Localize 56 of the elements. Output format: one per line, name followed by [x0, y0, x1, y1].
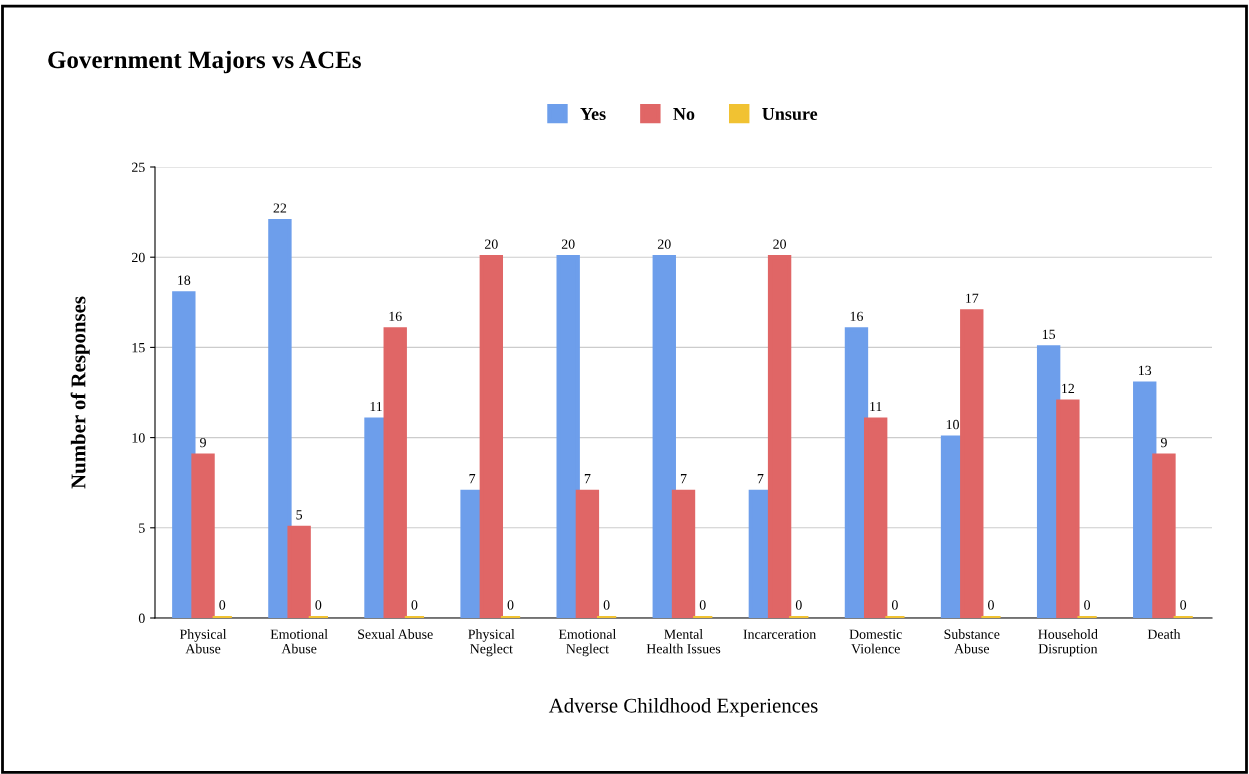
data-label: 12: [1062, 383, 1075, 394]
data-label: 20: [657, 239, 671, 249]
x-tick-label: Substance Abuse: [944, 629, 1000, 654]
data-label: 20: [484, 239, 498, 249]
data-label: 7: [584, 474, 591, 484]
data-label: 5: [296, 510, 303, 520]
x-tick-label: Physical Neglect: [468, 629, 515, 657]
data-label: 11: [370, 401, 382, 412]
y-tick-label: 25: [132, 162, 145, 172]
data-label: 0: [507, 600, 514, 610]
data-label: 0: [219, 600, 226, 610]
y-tick-label: 20: [132, 252, 145, 263]
data-label: 7: [680, 474, 687, 484]
data-label: 9: [1160, 437, 1167, 448]
data-label: 0: [795, 600, 802, 610]
data-label: 11: [870, 401, 882, 412]
data-label: 13: [1139, 365, 1152, 376]
legend-label: No: [673, 108, 695, 121]
x-tick-label: Household Disruption: [1038, 629, 1098, 657]
legend-label: Unsure: [762, 108, 818, 121]
y-tick-label: 5: [139, 523, 145, 533]
x-tick-label: Emotional Neglect: [558, 629, 617, 657]
y-tick-label: 0: [138, 613, 145, 623]
data-label: 10: [946, 419, 959, 430]
data-label: 0: [1084, 600, 1091, 610]
data-label: 7: [469, 474, 476, 484]
x-tick-label: Emotional Abuse: [270, 629, 328, 654]
x-tick-label: Sexual Abuse: [358, 629, 433, 639]
x-axis-title: Adverse Childhood Experiences: [548, 697, 818, 717]
y-axis-title: Number of Responses: [70, 296, 90, 489]
data-label: 7: [757, 474, 764, 484]
legend-label: Yes: [580, 108, 606, 121]
x-tick-label: Incarceration: [743, 629, 816, 639]
data-label: 22: [273, 203, 287, 213]
data-label: 0: [603, 600, 610, 610]
data-label: 0: [315, 600, 322, 610]
x-tick-label: Death: [1147, 629, 1181, 639]
data-label: 9: [200, 437, 206, 448]
data-label: 15: [1042, 329, 1056, 340]
data-label: 0: [699, 600, 706, 610]
data-label: 20: [561, 239, 575, 249]
data-label: 17: [966, 293, 979, 303]
y-tick-label: 15: [132, 343, 145, 353]
x-tick-label: Domestic Violence: [849, 629, 902, 654]
x-tick-label: Physical Abuse: [179, 629, 227, 654]
data-label: 16: [850, 311, 863, 321]
chart-title: Government Majors vs ACEs: [48, 50, 361, 74]
y-tick-label: 10: [132, 433, 145, 443]
data-label: 0: [988, 600, 994, 610]
data-label: 0: [1180, 600, 1187, 610]
data-label: 0: [891, 600, 898, 610]
data-label: 20: [773, 239, 787, 249]
data-label: 0: [411, 600, 418, 610]
data-label: 18: [178, 275, 191, 285]
x-tick-label: Mental Health Issues: [646, 629, 721, 654]
data-label: 16: [389, 311, 402, 321]
